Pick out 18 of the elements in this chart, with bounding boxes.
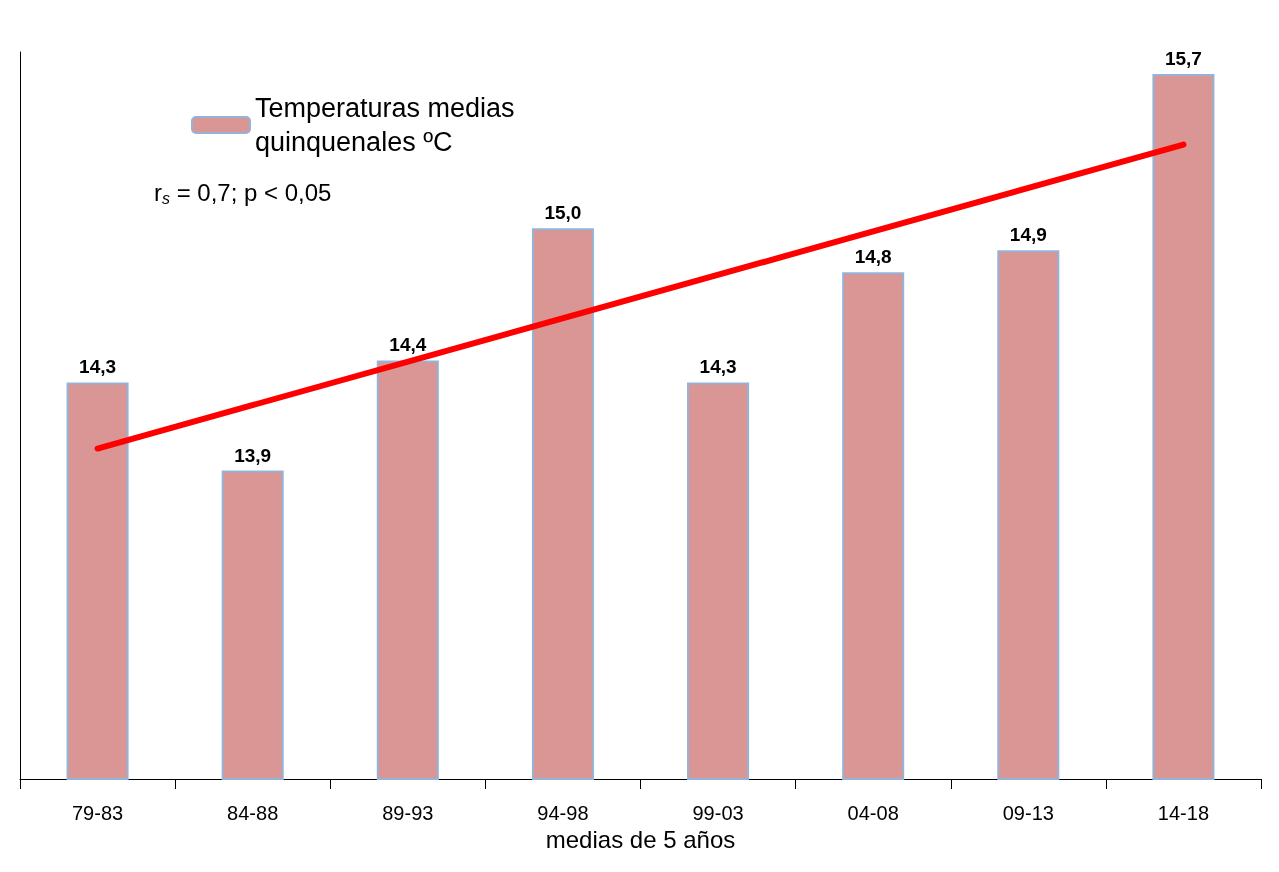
x-tick-label: 04-08 [847,802,899,824]
data-label: 14,3 [699,356,737,378]
x-tick-label: 94-98 [537,802,589,824]
x-tick-label: 89-93 [382,802,434,824]
data-label: 15,7 [1164,48,1202,70]
x-tick-label: 79-83 [71,802,124,824]
x-tick-label: 14-18 [1157,802,1210,824]
x-tick-label: 99-03 [692,802,744,824]
legend-label: Temperaturas medias quinquenales ºC [255,93,523,157]
data-label: 14,8 [854,246,892,268]
data-label: 15,0 [544,202,582,224]
x-tick-label: 84-88 [227,802,279,824]
data-label: 14,9 [1009,224,1047,246]
data-label: 14,4 [389,334,427,356]
x-tick-label: 09-13 [1002,802,1054,824]
data-label: 14,3 [79,356,117,378]
data-label: 13,9 [234,444,272,466]
x-axis-title: medias de 5 años [545,826,736,854]
